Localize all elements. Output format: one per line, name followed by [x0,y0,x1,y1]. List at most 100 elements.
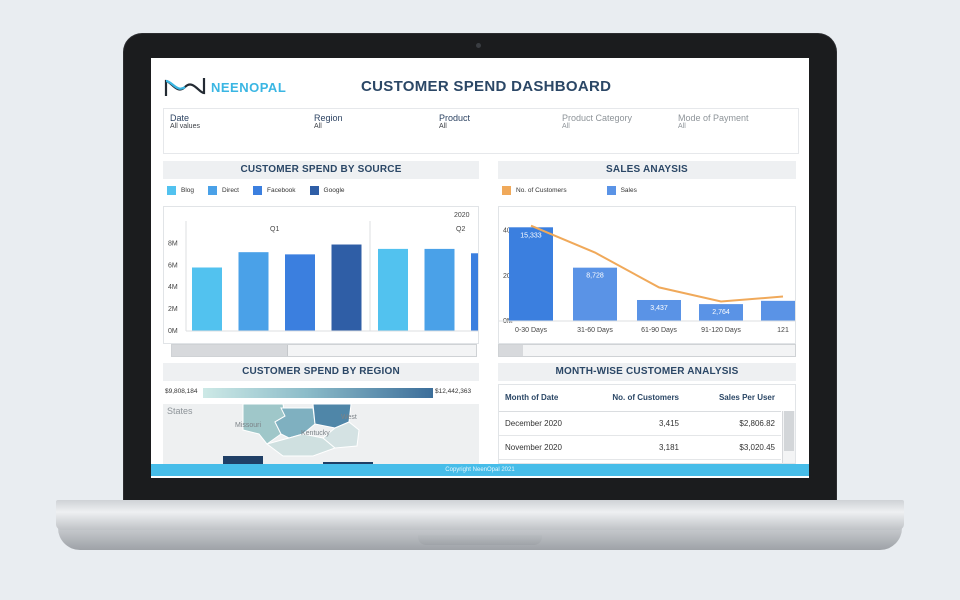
x-tick-label: 91-120 Days [701,327,741,334]
bar [424,248,455,331]
legend-label: Blog [181,187,195,194]
source-legend: Blog Direct Facebook Google [167,186,359,195]
monthwise-panel-title: MONTH-WISE CUSTOMER ANALYSIS [498,363,796,381]
legend-label: Sales [620,187,637,194]
sales-chart-scrollbar[interactable] [498,344,796,357]
brand-name: NEENOPAL [211,80,287,95]
dashboard-title: CUSTOMER SPEND DASHBOARD [361,78,612,95]
legend-label: No. of Customers [516,187,567,194]
bar [238,252,269,331]
bar-data-label: 15,333 [520,232,542,239]
filter-product[interactable]: Product All [439,113,470,130]
bar-data-label: 3,437 [650,305,668,312]
quarter-label: Q2 [456,226,465,233]
filter-product-category[interactable]: Product Category All [562,113,632,130]
y-tick-label: 6M [168,262,178,269]
bar [471,253,478,331]
webcam [476,43,481,48]
map-label-kentucky: Kentucky [301,430,330,437]
filter-region[interactable]: Region All [314,113,343,130]
filter-region-value: All [314,123,322,130]
x-tick-label: 0-30 Days [515,327,547,334]
table-row[interactable]: November 2020 3,181 $3,020.45 [499,435,781,460]
legend-label: Direct [222,187,239,194]
map-label-states: States [167,406,193,416]
legend-swatch [208,186,218,195]
legend-item-direct[interactable]: Direct [208,186,239,195]
cell-month: November 2020 [499,435,585,460]
legend-swatch [167,186,176,195]
region-color-scale [203,388,433,398]
legend-item-sales[interactable]: Sales [606,186,637,195]
legend-swatch [606,186,616,195]
y-tick-label: 8M [168,240,178,247]
scrollbar-thumb[interactable] [784,411,794,451]
bar-data-label: 8,728 [586,273,604,280]
filter-product-category-value: All [562,123,570,130]
region-max-label: $12,442,363 [435,388,472,395]
source-bar-chart: 0M 2M 4M 6M 8M 2020 Q1 Q2 [168,212,478,335]
cell-customers: 3,415 [585,411,685,436]
column-header-sales-per-user[interactable]: Sales Per User [685,385,781,412]
table-row[interactable]: December 2020 3,415 $2,806.82 [499,411,781,436]
table-scrollbar[interactable] [782,411,795,463]
y-tick-label: 0M [168,328,178,335]
source-chart-scrollbar[interactable] [171,344,477,357]
y-tick-label: 4M [168,284,178,291]
column-header-month[interactable]: Month of Date [499,385,585,412]
region-map[interactable]: States Missouri Kentucky West [163,404,479,464]
legend-label: Google [323,187,345,194]
sales-bar [573,267,617,321]
neenopal-logo-icon [164,78,206,96]
x-tick-label: 121 [777,327,789,334]
cell-sales-per-user: $3,020.45 [685,435,781,460]
bar [378,248,408,331]
sales-bar [761,300,795,321]
filter-date[interactable]: Date All values [170,113,200,130]
filter-product-value: All [439,123,447,130]
cell-month: December 2020 [499,411,585,436]
year-label: 2020 [454,212,470,219]
dashboard-screen: NEENOPAL CUSTOMER SPEND DASHBOARD Date A… [151,58,809,478]
bar [285,254,315,331]
sales-bar [699,304,743,321]
legend-swatch [309,186,319,195]
customers-line [530,224,784,303]
source-panel-title: CUSTOMER SPEND BY SOURCE [163,161,479,179]
source-chart-box: 0M 2M 4M 6M 8M 2020 Q1 Q2 [163,206,479,344]
y-tick-label: 2M [168,306,178,313]
monthwise-table: Month of Date No. of Customers Sales Per… [499,385,781,460]
legend-item-blog[interactable]: Blog [167,186,194,195]
sales-panel-title: SALES ANAYSIS [498,161,796,179]
filter-mode-of-payment-value: All [678,123,686,130]
table-header-row: Month of Date No. of Customers Sales Per… [499,385,781,412]
x-tick-label: 61-90 Days [641,327,677,334]
column-header-customers[interactable]: No. of Customers [585,385,685,412]
map-label-missouri: Missouri [235,422,262,429]
region-panel-title: CUSTOMER SPEND BY REGION [163,363,479,381]
legend-swatch [502,186,511,195]
filter-bar: Date All values Region All Product All P… [163,108,799,154]
sales-bar [509,227,553,321]
us-states-map-icon [223,404,373,464]
map-label-west: West [341,414,357,421]
footer-copyright: Copyright NeenOpal 2021 [151,464,809,476]
legend-item-google[interactable]: Google [309,186,345,195]
region-min-label: $9,808,184 [165,388,198,395]
x-tick-label: 31-60 Days [577,327,613,334]
scrollbar-thumb[interactable] [172,345,288,356]
filter-mode-of-payment-label: Mode of Payment [678,113,749,123]
scrollbar-thumb[interactable] [499,345,523,356]
filter-mode-of-payment[interactable]: Mode of Payment All [678,113,749,130]
filter-product-label: Product [439,113,471,123]
filter-product-category-label: Product Category [562,113,633,123]
filter-date-value: All values [170,123,200,130]
legend-item-facebook[interactable]: Facebook [253,186,296,195]
quarter-label: Q1 [270,226,279,233]
laptop-base [56,500,904,530]
legend-item-customers[interactable]: No. of Customers [502,186,567,195]
filter-date-label: Date [170,113,190,123]
cell-customers: 3,181 [585,435,685,460]
